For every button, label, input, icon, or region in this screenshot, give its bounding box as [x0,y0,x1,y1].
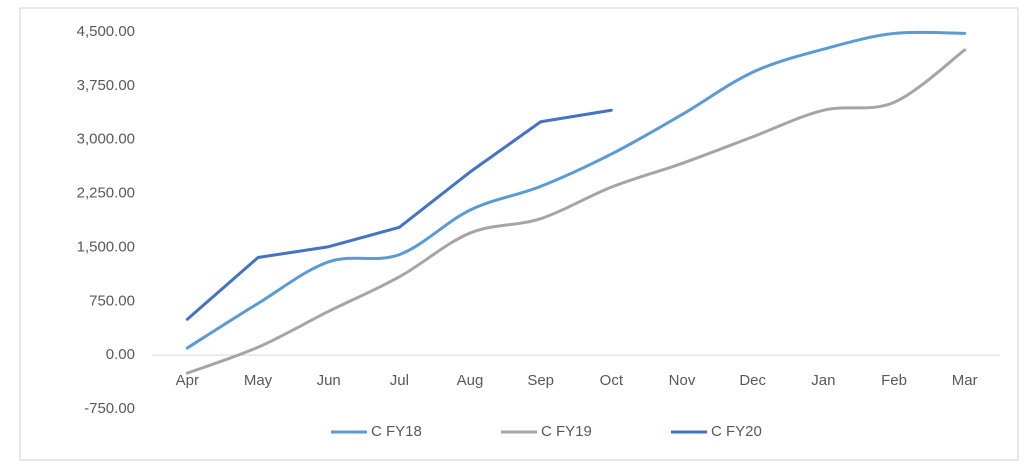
x-tick-label: Feb [881,372,907,389]
legend-label: C FY20 [711,423,762,440]
x-tick-label: Aug [457,372,484,389]
series-line [185,48,967,375]
y-tick-label: -750.00 [84,400,135,417]
series-line [185,108,613,321]
legend-label: C FY18 [371,423,422,440]
legend-label: C FY19 [541,423,592,440]
x-tick-label: Jun [317,372,341,389]
x-tick-label: Apr [176,372,199,389]
y-tick-label: 4,500.00 [77,23,135,40]
x-tick-label: Dec [739,372,766,389]
x-tick-label: Mar [952,372,978,389]
x-tick-label: Jan [811,372,835,389]
y-tick-label: 2,250.00 [77,185,135,202]
chart-frame [19,7,1019,461]
y-tick-label: 0.00 [106,346,135,363]
x-tick-label: Nov [669,372,696,389]
y-tick-label: 1,500.00 [77,238,135,255]
y-tick-label: 3,000.00 [77,131,135,148]
y-tick-label: 3,750.00 [77,77,135,94]
x-tick-label: Jul [390,372,409,389]
x-tick-label: May [244,372,273,389]
x-tick-label: Oct [600,372,624,389]
x-tick-label: Sep [527,372,554,389]
series-line [185,30,967,350]
y-tick-label: 750.00 [89,292,135,309]
